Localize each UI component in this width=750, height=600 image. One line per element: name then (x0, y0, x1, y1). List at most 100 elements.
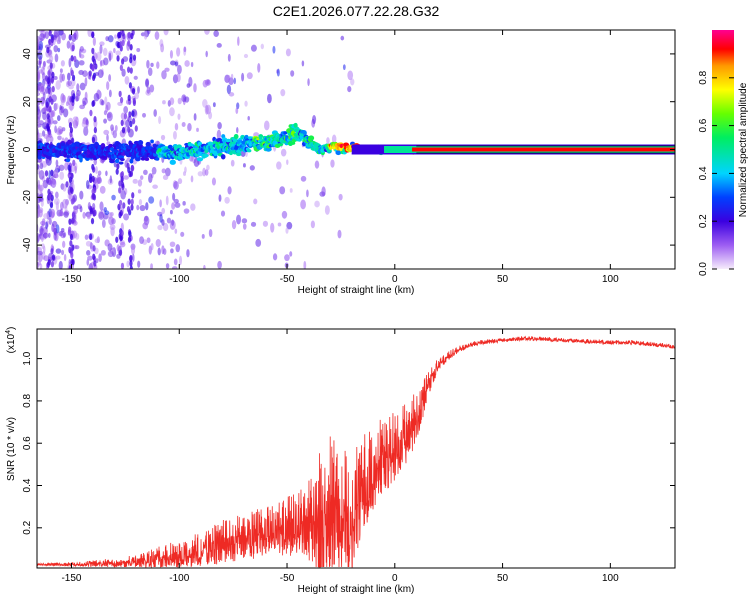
spectrum-blob (114, 158, 120, 164)
spectrum-speckle (103, 57, 109, 66)
spectrum-speckle (41, 218, 46, 227)
spectrum-streak (68, 218, 72, 225)
spectrum-speckle (289, 188, 293, 193)
spectrum-speckle (206, 164, 210, 171)
spectrum-speckle (67, 72, 71, 81)
spectrum-speckle (108, 74, 112, 82)
spectrum-speckle (190, 61, 194, 68)
spectrum-speckle (244, 100, 248, 107)
spectrum-speckle (231, 219, 237, 230)
spectrum-speckle (184, 96, 190, 103)
spectrum-speckle (172, 266, 178, 269)
spectrum-speckle (169, 97, 175, 105)
spectrum-speckle (101, 219, 106, 228)
spectrum-speckle (97, 170, 102, 176)
spectrum-streak (119, 64, 123, 71)
spectrum-blob (335, 150, 342, 156)
spectrum-streak (67, 164, 71, 171)
spectrum-speckle (99, 185, 106, 194)
spectrum-speckle (74, 165, 77, 174)
spectrum-speckle (205, 50, 208, 58)
spectrum-speckle (201, 233, 205, 239)
spectrum-speckle (114, 34, 117, 39)
spectrum-speckle (203, 264, 206, 269)
spectrum-speckle (85, 240, 92, 247)
spectrum-speckle (44, 31, 50, 40)
y-tick-label: 0.4 (22, 478, 33, 492)
spectrum-speckle (68, 57, 72, 68)
spectrum-speckle (114, 125, 118, 132)
spectrum-speckle (306, 189, 309, 198)
spectrum-streak (50, 98, 54, 105)
spectrum-streak (70, 69, 74, 77)
spectrum-speckle (38, 209, 43, 218)
spectrum-speckle (148, 173, 153, 184)
spectrum-speckle (157, 247, 161, 256)
colorbar-tick-label: 0.6 (698, 118, 709, 132)
spectrum-speckle (237, 36, 240, 47)
spectrum-streak (131, 88, 136, 95)
spectrum-streak (120, 176, 124, 183)
spectrum-speckle (53, 75, 58, 80)
spectrum-speckle (236, 214, 242, 225)
spectrum-streak (91, 55, 95, 63)
spectrum-speckle (103, 129, 110, 135)
spectrum-speckle (132, 253, 135, 262)
spectrum-streak (132, 54, 137, 61)
y-tick-label: 0 (22, 146, 33, 152)
spectrum-speckle (242, 163, 246, 168)
spectrum-streak (92, 166, 96, 173)
spectrum-streak (89, 173, 93, 180)
spectrum-speckle (284, 254, 290, 262)
colorbar-label: Normalized spectral amplitude (738, 82, 749, 217)
spectrum-speckle (255, 238, 262, 247)
spectrum-blob (65, 158, 71, 163)
spectrum-blob (77, 151, 82, 155)
spectrum-speckle (106, 112, 112, 119)
spectrum-streak (132, 117, 136, 125)
spectrum-blob (236, 152, 242, 157)
spectrum-streak (46, 123, 50, 130)
spectrum-speckle (226, 74, 231, 82)
spectrum-speckle (87, 30, 93, 38)
spectrum-speckle (190, 175, 194, 183)
colorbar-ticks: 0.0 0.2 0.4 0.6 0.8 (698, 70, 734, 276)
spectrum-streak (50, 169, 54, 177)
spectrum-streak (47, 87, 51, 95)
spectrum-speckle (39, 33, 45, 41)
spectrum-blob (302, 131, 307, 135)
spectrum-speckle (165, 167, 171, 177)
spectrum-blob (134, 156, 141, 162)
spectrum-speckle (179, 255, 183, 266)
colorbar-tick-label: 0.4 (698, 166, 709, 180)
spectrum-speckle (57, 115, 61, 122)
spectrum-streak (69, 233, 74, 241)
spectrum-speckle (137, 86, 140, 94)
spectrum-speckle (113, 47, 116, 54)
spectrum-speckle (162, 174, 169, 181)
spectrum-streak (46, 113, 50, 120)
spectrum-speckle (236, 127, 239, 134)
x-tick-label: -100 (169, 274, 189, 285)
spectrum-speckle (73, 206, 78, 215)
spectrum-speckle (152, 184, 158, 189)
spectrum-speckle (98, 211, 105, 220)
spectrum-speckle (180, 231, 185, 237)
spectrum-speckle (60, 227, 65, 233)
spectrum-speckle (142, 112, 147, 118)
spectrum-speckle (126, 260, 130, 268)
spectrum-blob (79, 157, 83, 163)
spectrum-speckle (241, 218, 248, 224)
spectrum-speckle (286, 159, 289, 165)
spectrum-speckle (133, 75, 138, 80)
spectrum-streak (89, 233, 93, 241)
spectrum-speckle (138, 199, 143, 206)
spectrum-speckle (193, 83, 197, 93)
spectrum-speckle (61, 127, 66, 132)
spectrum-blob (108, 143, 114, 148)
chart-title: C2E1.2026.077.22.28.G32 (273, 3, 440, 19)
spectrum-speckle (173, 258, 178, 266)
y-tick-label: 20 (22, 96, 33, 108)
spectrum-streak (119, 40, 123, 48)
spectrum-speckle (211, 177, 217, 186)
